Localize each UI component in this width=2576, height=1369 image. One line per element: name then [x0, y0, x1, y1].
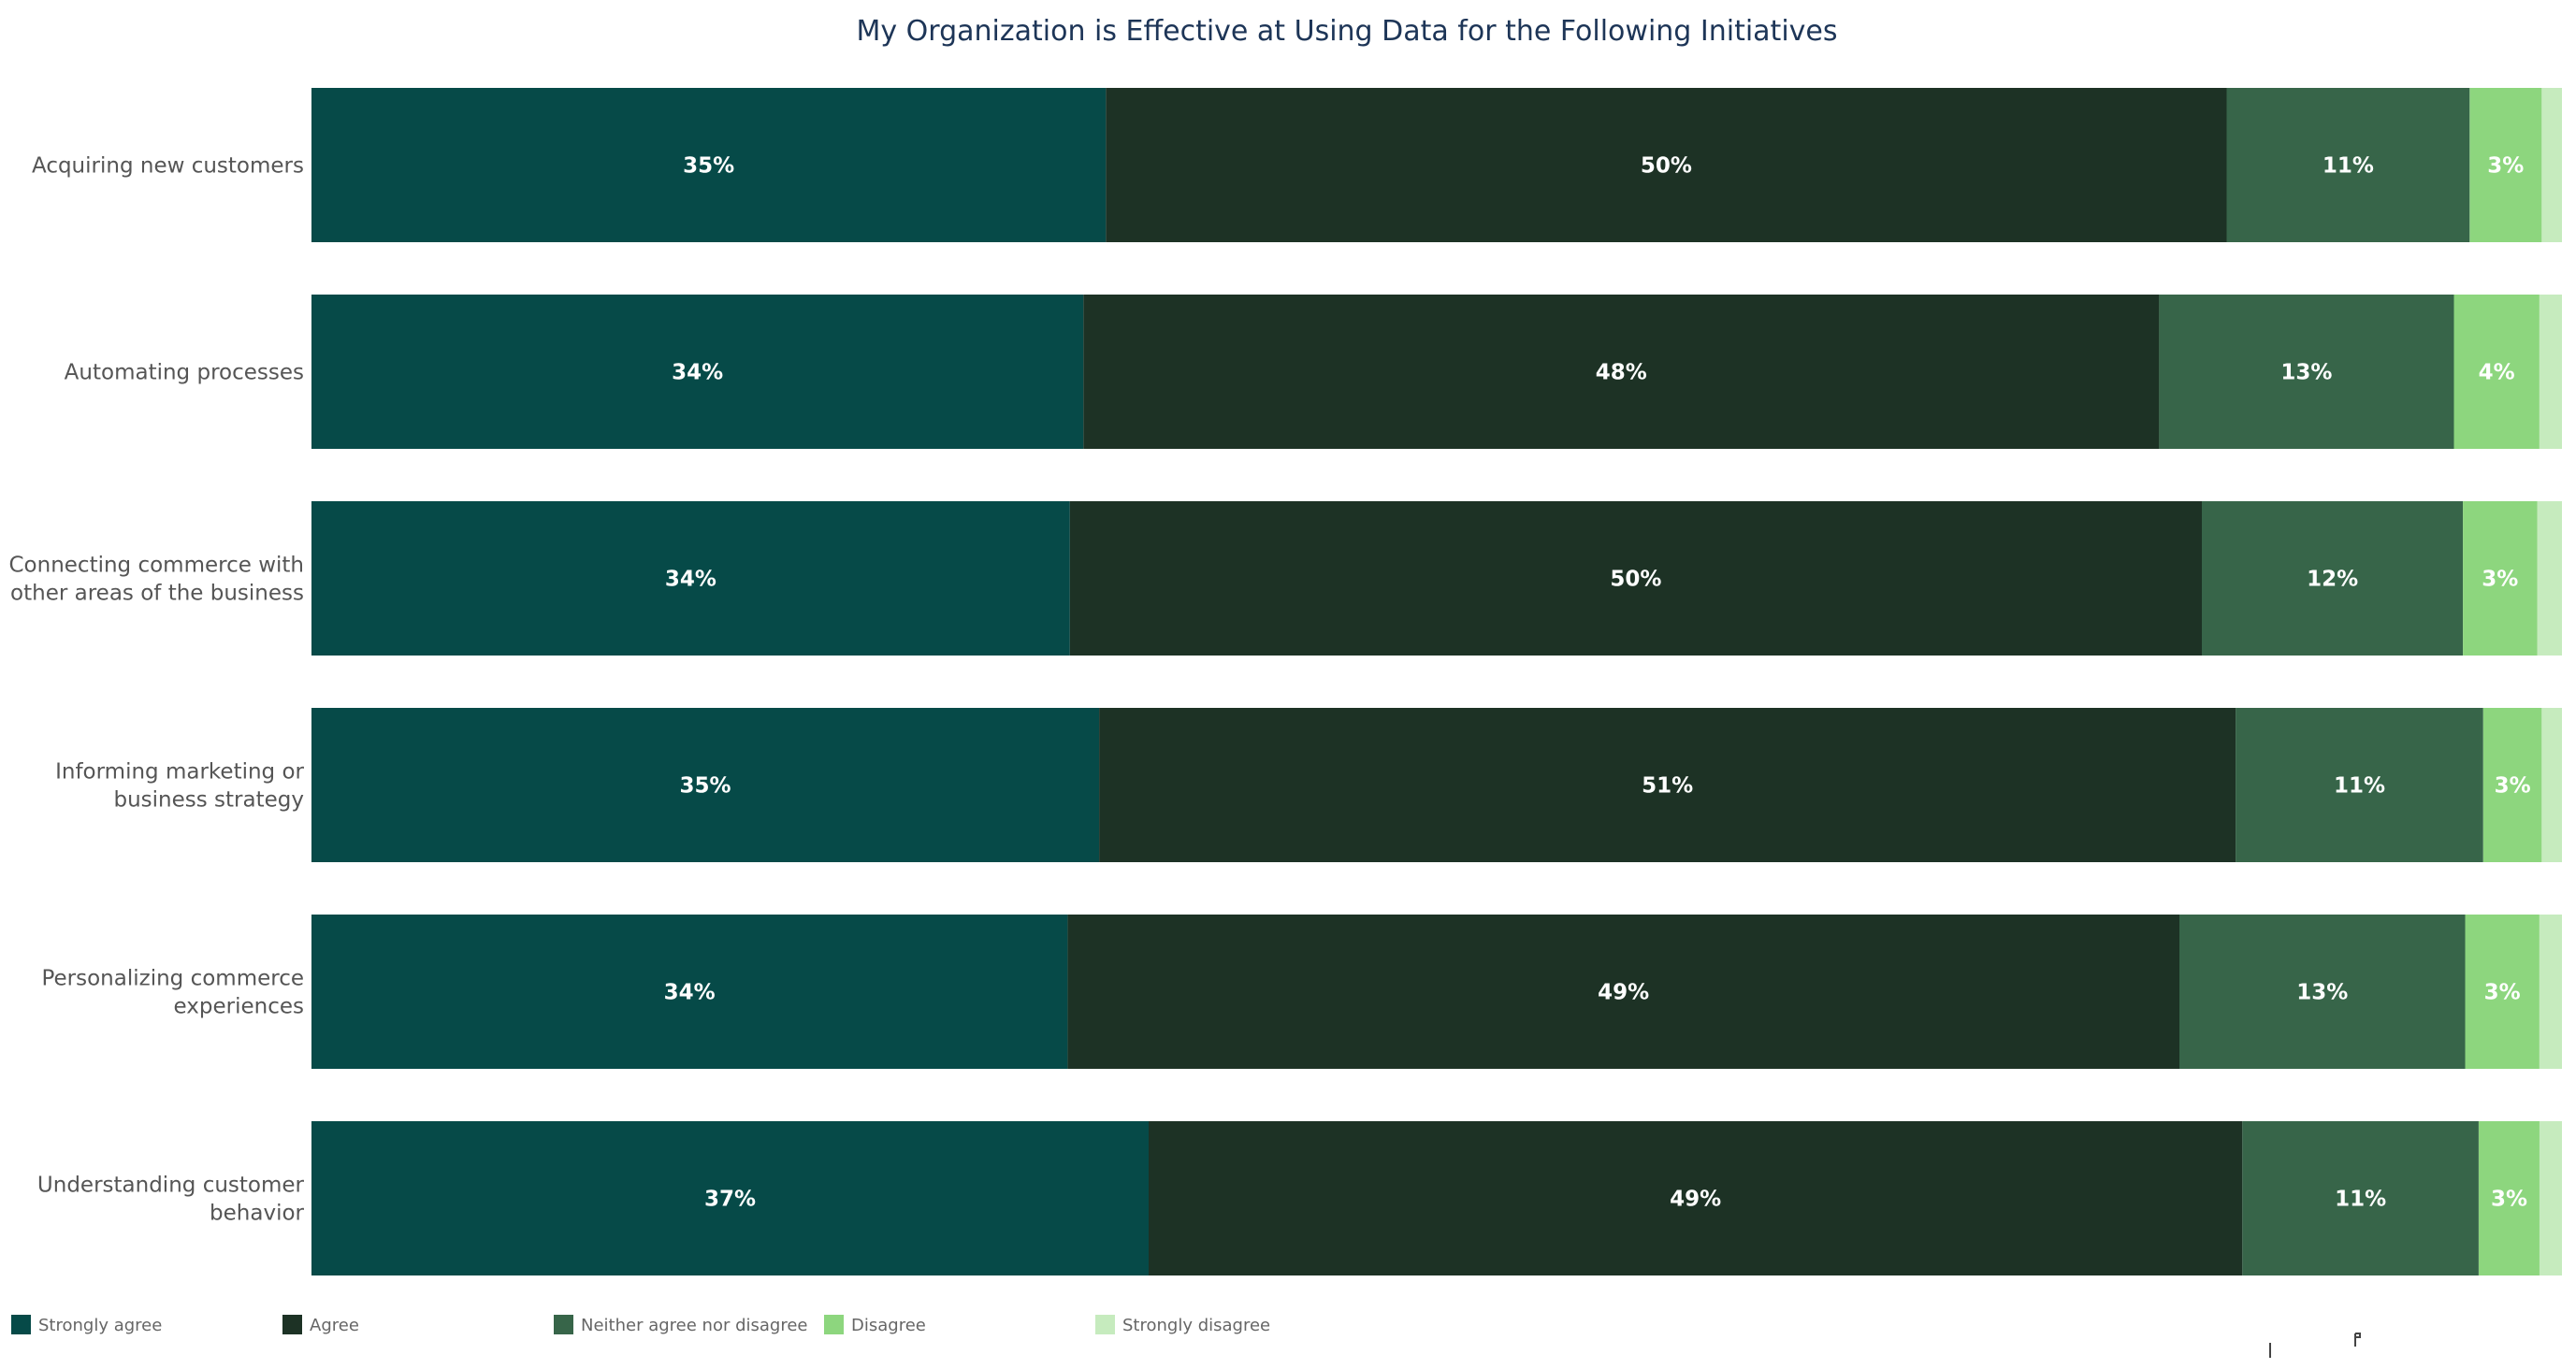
bar-segment [2539, 915, 2562, 1069]
legend-item: Strongly disagree [1095, 1315, 1270, 1335]
category-label: experiences [174, 995, 304, 1019]
bar-segment [2539, 1121, 2562, 1275]
data-label: 50% [1641, 154, 1692, 179]
category-label: Acquiring new customers [32, 154, 304, 179]
category-label: Connecting commerce with [8, 554, 304, 578]
data-label: 37% [704, 1188, 756, 1212]
data-label: 13% [2280, 361, 2332, 385]
data-label: 3% [2491, 1188, 2527, 1212]
data-label: 3% [2495, 774, 2531, 799]
data-label: 48% [1596, 361, 1647, 385]
data-label: 35% [679, 774, 731, 799]
bar-segment [311, 915, 1068, 1069]
bar-segment [2465, 915, 2540, 1069]
data-label: 4% [2479, 361, 2515, 385]
data-label: 34% [672, 361, 723, 385]
legend-label: Disagree [851, 1316, 926, 1335]
legend-item: Agree [282, 1315, 359, 1335]
bar-segment [2242, 1121, 2479, 1275]
bar-segment [311, 88, 1107, 242]
bar-segment [2541, 88, 2562, 242]
legend-swatch [282, 1315, 302, 1334]
data-label: 11% [2323, 154, 2374, 179]
bars-layer: 35% 50% 11% 3% 34% 48% 13% 4% 34% 50% 12% 3% 35% 51% 1… [311, 88, 2562, 1275]
bar-segment [2537, 501, 2562, 656]
bar-segment [1099, 708, 2236, 862]
bar-segment [1149, 1121, 2243, 1275]
data-label: 3% [2482, 568, 2518, 592]
category-label: business strategy [114, 788, 305, 813]
bar-segment [2179, 915, 2466, 1069]
bar-segment [2479, 1121, 2540, 1275]
data-label: 3% [2484, 981, 2521, 1005]
category-labels: Acquiring new customers Automating proces… [8, 154, 304, 1226]
category-label: Personalizing commerce [41, 967, 304, 991]
bar-segment [1067, 915, 2179, 1069]
bar-segment [2541, 708, 2562, 862]
bar-segment [2469, 88, 2542, 242]
legend-item: Neither agree nor disagree [554, 1315, 808, 1335]
bar-segment [2482, 708, 2542, 862]
category-label: other areas of the business [10, 582, 304, 606]
chart-title: My Organization is Effective at Using Da… [857, 15, 1838, 48]
legend-item: Disagree [824, 1315, 926, 1335]
data-label: 34% [665, 568, 716, 592]
bar-segment [2159, 295, 2454, 449]
legend-swatch [824, 1315, 844, 1334]
category-label: behavior [210, 1202, 304, 1226]
data-label: 49% [1598, 981, 1649, 1005]
legend-swatch [11, 1315, 31, 1334]
category-label: Understanding customer [37, 1174, 305, 1198]
bar-segment [2453, 295, 2540, 449]
data-label: 51% [1642, 774, 1693, 799]
legend-item: Strongly agree [11, 1315, 162, 1335]
bar-segment [311, 501, 1070, 656]
data-label: 49% [1670, 1188, 1721, 1212]
data-label: 50% [1610, 568, 1661, 592]
bar-segment [2236, 708, 2483, 862]
data-label: 12% [2307, 568, 2358, 592]
data-label: 3% [2487, 154, 2524, 179]
legend: Strongly agree Agree Neither agree nor dis… [11, 1315, 1270, 1335]
data-label: 34% [664, 981, 716, 1005]
legend-swatch [554, 1315, 573, 1334]
bar-segment [1083, 295, 2160, 449]
bar-segment [311, 295, 1084, 449]
category-label: Informing marketing or [55, 760, 304, 785]
bar-segment [2226, 88, 2470, 242]
category-label: Automating processes [65, 361, 304, 385]
data-label: 35% [683, 154, 734, 179]
bar-segment [2202, 501, 2464, 656]
legend-label: Strongly disagree [1122, 1316, 1270, 1335]
bar-segment [2539, 295, 2562, 449]
bar-segment [2463, 501, 2538, 656]
legend-label: Strongly agree [38, 1316, 162, 1335]
bar-segment [311, 708, 1100, 862]
data-label: 11% [2334, 774, 2385, 799]
legend-label: Neither agree nor disagree [581, 1316, 808, 1335]
legend-swatch [1095, 1315, 1115, 1334]
data-label: 13% [2296, 981, 2348, 1005]
data-label: 11% [2335, 1188, 2386, 1212]
bar-segment [1069, 501, 2202, 656]
bar-segment [1106, 88, 2227, 242]
legend-label: Agree [310, 1316, 359, 1335]
bar-segment [311, 1121, 1149, 1275]
footer-glyph-mark [2354, 1333, 2361, 1347]
